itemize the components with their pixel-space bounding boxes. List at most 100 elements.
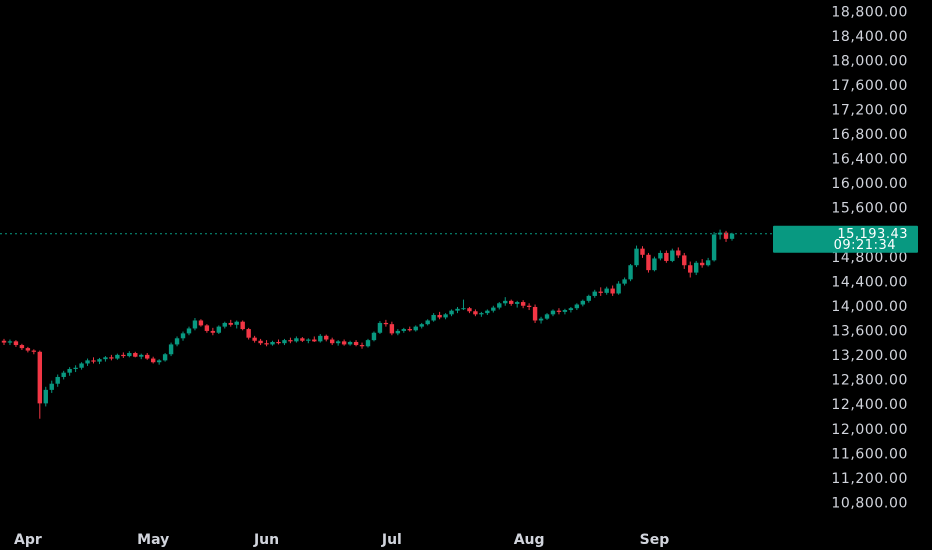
- candle-body: [497, 303, 502, 308]
- x-tick-label: Aug: [514, 532, 545, 548]
- candle-body: [252, 337, 257, 341]
- last-price-label: 15,193.43: [837, 227, 908, 242]
- candle-body: [610, 288, 615, 294]
- candle-body: [556, 310, 562, 312]
- candle-body: [347, 341, 353, 345]
- candle-body: [359, 345, 365, 347]
- candle-body: [150, 358, 156, 363]
- candle-body: [491, 307, 496, 311]
- candle-body: [139, 354, 144, 357]
- y-tick-label: 17,600.00: [831, 78, 908, 94]
- candle-body: [365, 340, 371, 347]
- candle-body: [234, 321, 239, 325]
- candle-body: [580, 300, 586, 305]
- x-tick-label: Jul: [381, 532, 402, 548]
- candle-body: [121, 354, 126, 357]
- candle-body: [329, 339, 335, 344]
- candle-body: [598, 291, 603, 293]
- y-tick-label: 11,200.00: [831, 471, 908, 487]
- candle-body: [377, 322, 383, 333]
- candle-body: [693, 262, 699, 273]
- candle-body: [437, 314, 442, 318]
- candle-body: [550, 310, 556, 315]
- candle-body: [127, 353, 132, 357]
- candle-body: [240, 321, 245, 330]
- candle-body: [425, 320, 430, 325]
- candle-body: [91, 360, 96, 362]
- candle-body: [258, 340, 263, 344]
- candle-body: [192, 320, 198, 329]
- candle-body: [145, 354, 150, 359]
- candle-body: [1, 340, 7, 343]
- candle-body: [670, 250, 675, 261]
- candle-body: [419, 324, 424, 327]
- y-tick-label: 15,600.00: [831, 201, 908, 217]
- y-tick-label: 12,400.00: [831, 397, 908, 413]
- candle-body: [300, 338, 305, 341]
- candle-body: [634, 248, 639, 266]
- candle-body: [514, 302, 520, 304]
- candle-body: [109, 357, 114, 359]
- candle-body: [168, 344, 174, 355]
- candle-body: [389, 324, 395, 334]
- candle-body: [318, 335, 323, 342]
- candle-body: [467, 308, 472, 312]
- candle-body: [568, 308, 574, 311]
- candle-body: [43, 389, 48, 404]
- candle-body: [19, 345, 25, 349]
- candle-body: [73, 367, 78, 369]
- candle-body: [688, 265, 693, 273]
- candle-body: [103, 357, 108, 360]
- y-tick-label: 18,400.00: [831, 29, 908, 45]
- y-tick-label: 14,000.00: [831, 299, 908, 315]
- candle-body: [353, 341, 359, 346]
- candle-body: [85, 360, 90, 364]
- candle-body: [401, 329, 407, 331]
- candle-body: [658, 252, 663, 259]
- candle-body: [312, 339, 317, 342]
- candle-body: [133, 353, 138, 357]
- candle-body: [407, 329, 412, 331]
- y-tick-label: 12,000.00: [831, 422, 908, 438]
- candle-body: [652, 258, 657, 271]
- candle-body: [604, 288, 609, 293]
- candle-body: [156, 360, 162, 363]
- candle-body: [270, 341, 275, 345]
- x-tick-label: May: [137, 532, 169, 548]
- candle-body: [538, 318, 544, 321]
- candle-body: [97, 359, 102, 362]
- candle-body: [682, 255, 687, 266]
- candle-body: [383, 322, 389, 325]
- candle-body: [264, 343, 269, 345]
- candle-body: [294, 338, 299, 342]
- candle-body: [25, 348, 31, 351]
- candle-body: [485, 310, 490, 314]
- candle-body: [413, 326, 418, 331]
- candle-body: [335, 341, 341, 344]
- candle-body: [449, 310, 454, 315]
- candle-body: [473, 311, 478, 315]
- candle-body: [204, 325, 210, 331]
- candle-body: [210, 330, 216, 333]
- candle-body: [55, 376, 60, 384]
- countdown-label: 09:21:34: [834, 238, 896, 253]
- candle-body: [443, 314, 448, 318]
- candle-body: [276, 341, 281, 344]
- candle-body: [246, 329, 251, 338]
- candle-body: [526, 305, 532, 307]
- candle-body: [180, 333, 186, 339]
- x-tick-label: Jun: [253, 532, 279, 548]
- candle-body: [222, 322, 227, 327]
- candle-body: [711, 234, 717, 261]
- candle-body: [646, 254, 651, 271]
- candle-body: [532, 306, 538, 321]
- y-tick-label: 16,000.00: [831, 176, 908, 192]
- candle-body: [664, 252, 669, 261]
- candle-body: [628, 265, 633, 280]
- candle-body: [479, 313, 484, 315]
- candle-body: [174, 338, 180, 345]
- y-tick-label: 16,400.00: [831, 152, 908, 168]
- candle-body: [37, 351, 43, 404]
- y-tick-label: 12,800.00: [831, 373, 908, 389]
